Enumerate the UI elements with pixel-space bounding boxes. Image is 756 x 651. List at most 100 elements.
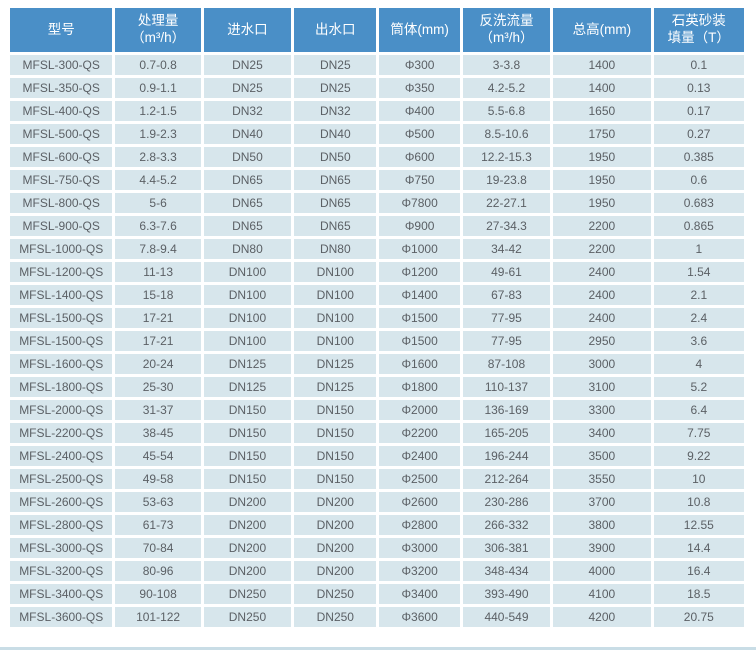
- table-cell: DN200: [294, 538, 377, 558]
- table-cell: DN250: [203, 584, 292, 604]
- table-cell: DN32: [294, 101, 377, 121]
- table-cell: DN80: [294, 239, 377, 259]
- table-cell: DN125: [203, 354, 292, 374]
- table-cell: Φ3400: [379, 584, 460, 604]
- column-header-5: 反洗流量 （m³/h）: [462, 8, 551, 52]
- table-cell: 77-95: [462, 331, 551, 351]
- table-cell: 3800: [553, 515, 651, 535]
- table-cell: 14.4: [653, 538, 744, 558]
- table-row: MFSL-3200-QS 80-96 DN200 DN200 Φ3200 348-434 4…: [10, 561, 744, 581]
- table-row: MFSL-1600-QS 20-24 DN125 DN125 Φ1600 87-108 30…: [10, 354, 744, 374]
- table-cell: MFSL-3400-QS: [10, 584, 113, 604]
- table-cell: 1.9-2.3: [115, 124, 201, 144]
- bottom-divider: [0, 647, 756, 650]
- table-cell: 110-137: [462, 377, 551, 397]
- table-row: MFSL-1000-QS 7.8-9.4 DN80 DN80 Φ1000 34-42 220…: [10, 239, 744, 259]
- table-cell: DN125: [294, 354, 377, 374]
- table-cell: 230-286: [462, 492, 551, 512]
- table-cell: DN100: [203, 285, 292, 305]
- table-cell: 87-108: [462, 354, 551, 374]
- table-cell: 20.75: [653, 607, 744, 627]
- column-header-6: 总高(mm): [553, 8, 651, 52]
- table-cell: 70-84: [115, 538, 201, 558]
- table-cell: 3000: [553, 354, 651, 374]
- table-cell: MFSL-3200-QS: [10, 561, 113, 581]
- table-cell: 2400: [553, 262, 651, 282]
- table-cell: 0.865: [653, 216, 744, 236]
- table-cell: Φ2800: [379, 515, 460, 535]
- table-cell: Φ1200: [379, 262, 460, 282]
- table-cell: 196-244: [462, 446, 551, 466]
- table-cell: MFSL-350-QS: [10, 78, 113, 98]
- table-cell: 2.4: [653, 308, 744, 328]
- table-cell: 90-108: [115, 584, 201, 604]
- table-cell: MFSL-1500-QS: [10, 308, 113, 328]
- table-cell: MFSL-750-QS: [10, 170, 113, 190]
- table-cell: 9.22: [653, 446, 744, 466]
- table-cell: 38-45: [115, 423, 201, 443]
- table-cell: 25-30: [115, 377, 201, 397]
- table-cell: DN65: [294, 216, 377, 236]
- spec-table: 型号 处理量 （m³/h） 进水口 出水口 筒体(mm) 反洗流量 （m³/h） 总高(mm…: [7, 5, 747, 630]
- table-cell: 4.2-5.2: [462, 78, 551, 98]
- table-cell: Φ2000: [379, 400, 460, 420]
- table-cell: DN65: [294, 193, 377, 213]
- table-cell: MFSL-1600-QS: [10, 354, 113, 374]
- table-cell: DN125: [294, 377, 377, 397]
- table-cell: 17-21: [115, 331, 201, 351]
- table-row: MFSL-750-QS 4.4-5.2 DN65 DN65 Φ750 19-23.8 195…: [10, 170, 744, 190]
- table-row: MFSL-300-QS 0.7-0.8 DN25 DN25 Φ300 3-3.8 1400 0…: [10, 55, 744, 75]
- table-cell: MFSL-2800-QS: [10, 515, 113, 535]
- table-row: MFSL-3400-QS 90-108 DN250 DN250 Φ3400 393-490…: [10, 584, 744, 604]
- table-cell: 3550: [553, 469, 651, 489]
- table-cell: DN200: [294, 515, 377, 535]
- table-cell: 3100: [553, 377, 651, 397]
- table-cell: 18.5: [653, 584, 744, 604]
- column-header-1: 处理量 （m³/h）: [115, 8, 201, 52]
- table-cell: DN100: [294, 262, 377, 282]
- table-cell: 3300: [553, 400, 651, 420]
- table-cell: MFSL-2400-QS: [10, 446, 113, 466]
- table-cell: 0.7-0.8: [115, 55, 201, 75]
- table-cell: DN150: [294, 400, 377, 420]
- table-cell: 7.8-9.4: [115, 239, 201, 259]
- table-cell: DN40: [203, 124, 292, 144]
- table-cell: DN150: [203, 423, 292, 443]
- table-cell: DN150: [203, 446, 292, 466]
- table-cell: Φ900: [379, 216, 460, 236]
- table-cell: Φ3000: [379, 538, 460, 558]
- table-cell: DN65: [203, 170, 292, 190]
- table-cell: DN200: [203, 492, 292, 512]
- table-cell: Φ350: [379, 78, 460, 98]
- table-cell: 3900: [553, 538, 651, 558]
- table-cell: DN100: [294, 331, 377, 351]
- table-cell: 0.6: [653, 170, 744, 190]
- table-cell: Φ1000: [379, 239, 460, 259]
- table-cell: 2400: [553, 308, 651, 328]
- table-cell: 11-13: [115, 262, 201, 282]
- table-cell: DN100: [294, 285, 377, 305]
- table-row: MFSL-600-QS 2.8-3.3 DN50 DN50 Φ600 12.2-15.3 1…: [10, 147, 744, 167]
- table-cell: MFSL-3600-QS: [10, 607, 113, 627]
- table-cell: 2950: [553, 331, 651, 351]
- table-cell: 5-6: [115, 193, 201, 213]
- table-row: MFSL-800-QS 5-6 DN65 DN65 Φ7800 22-27.1 1950 0.…: [10, 193, 744, 213]
- table-cell: DN250: [294, 607, 377, 627]
- table-cell: Φ500: [379, 124, 460, 144]
- table-cell: 3500: [553, 446, 651, 466]
- table-cell: 22-27.1: [462, 193, 551, 213]
- table-cell: MFSL-2200-QS: [10, 423, 113, 443]
- table-cell: DN32: [203, 101, 292, 121]
- table-cell: DN65: [294, 170, 377, 190]
- table-cell: MFSL-2000-QS: [10, 400, 113, 420]
- table-cell: MFSL-2500-QS: [10, 469, 113, 489]
- table-cell: DN200: [294, 492, 377, 512]
- table-cell: Φ750: [379, 170, 460, 190]
- table-cell: Φ1500: [379, 331, 460, 351]
- table-cell: DN150: [294, 446, 377, 466]
- table-cell: 7.75: [653, 423, 744, 443]
- column-header-2: 进水口: [203, 8, 292, 52]
- table-cell: 80-96: [115, 561, 201, 581]
- table-cell: 4100: [553, 584, 651, 604]
- table-cell: DN200: [203, 561, 292, 581]
